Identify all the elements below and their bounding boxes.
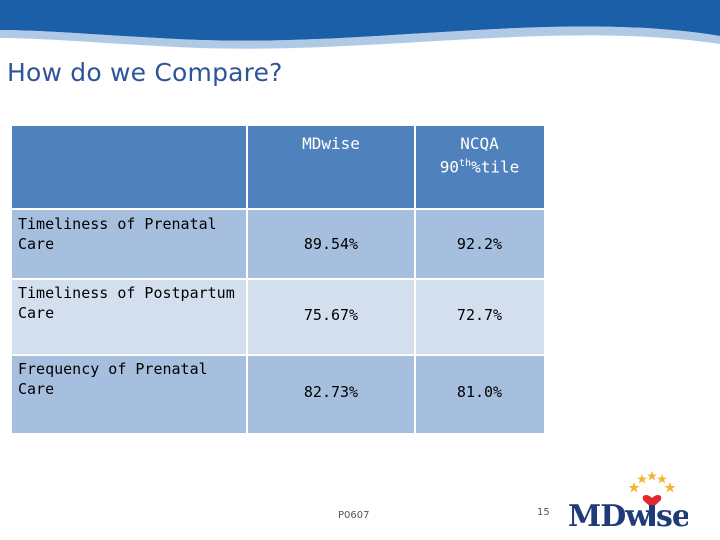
- header-ncqa-line2: 90th%tile: [439, 157, 520, 177]
- row-mdwise-value: 82.73%: [303, 383, 359, 401]
- row-label: Timeliness of Postpartum Care: [18, 284, 235, 322]
- row-ncqa-value: 72.7%: [456, 306, 503, 324]
- comparison-table: MDwise NCQA 90th%tile Timeliness of Pren…: [12, 126, 544, 433]
- header-mdwise: MDwise: [302, 134, 360, 153]
- row-ncqa-value: 81.0%: [456, 383, 503, 401]
- row-3-bg: [12, 356, 544, 433]
- row-2-bg: [12, 280, 544, 354]
- logo-text-part2: se: [656, 499, 688, 530]
- logo-text-part1: MDw: [568, 499, 652, 530]
- row-mdwise-value: 75.67%: [303, 306, 359, 324]
- mdwise-logo: MDw se: [566, 468, 691, 534]
- header-row-bg: [12, 126, 544, 208]
- slide-title: How do we Compare?: [7, 58, 283, 87]
- page-number: 15: [537, 507, 550, 518]
- heart-icon: [642, 494, 662, 508]
- row-1-bg: [12, 210, 544, 278]
- row-ncqa-value: 92.2%: [456, 235, 503, 253]
- header-ncqa: NCQA 90th%tile: [415, 134, 544, 177]
- header-ncqa-line1: NCQA: [460, 134, 499, 153]
- top-banner: [0, 0, 720, 60]
- row-label: Timeliness of Prenatal Care: [18, 215, 217, 253]
- footer-code: P0607: [338, 510, 370, 521]
- row-mdwise-value: 89.54%: [303, 235, 359, 253]
- row-label: Frequency of Prenatal Care: [18, 360, 208, 398]
- stars-icon: [628, 471, 676, 493]
